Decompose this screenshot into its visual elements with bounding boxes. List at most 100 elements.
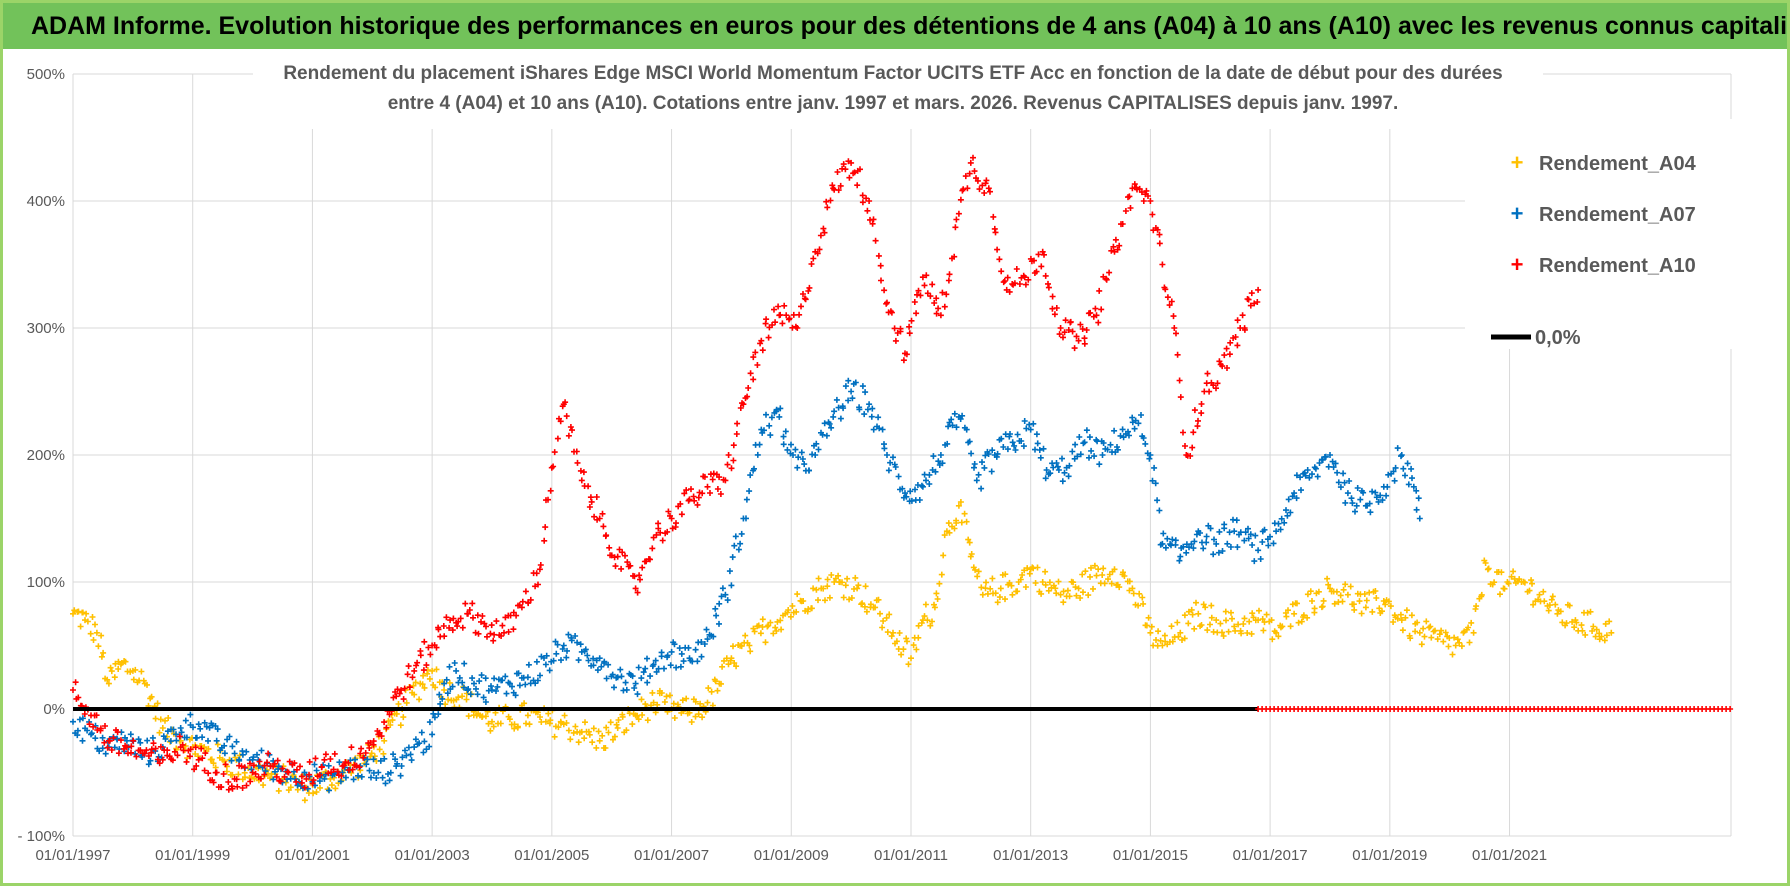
data-point bbox=[292, 775, 298, 782]
data-point bbox=[647, 673, 654, 680]
data-point bbox=[879, 624, 886, 631]
data-point bbox=[815, 575, 822, 582]
x-tick-label: 01/01/2007 bbox=[634, 847, 709, 864]
data-point bbox=[821, 229, 828, 236]
data-point bbox=[385, 718, 392, 725]
data-point bbox=[667, 662, 674, 669]
data-point bbox=[649, 689, 656, 696]
data-point bbox=[837, 415, 844, 422]
data-point bbox=[813, 440, 820, 447]
data-point bbox=[524, 712, 531, 719]
data-point bbox=[1428, 634, 1435, 641]
data-point bbox=[1327, 585, 1333, 592]
data-point bbox=[923, 272, 930, 279]
data-point bbox=[1056, 331, 1063, 338]
data-point bbox=[824, 204, 831, 211]
data-point bbox=[1169, 638, 1176, 645]
data-point bbox=[88, 730, 95, 737]
data-point bbox=[611, 554, 618, 561]
data-point bbox=[1331, 600, 1338, 607]
data-point bbox=[1342, 581, 1349, 588]
data-point bbox=[410, 682, 417, 689]
data-point bbox=[439, 695, 446, 702]
data-point bbox=[1596, 630, 1603, 637]
data-point bbox=[1186, 544, 1192, 551]
data-point bbox=[1301, 469, 1308, 476]
data-point bbox=[1279, 623, 1286, 630]
data-point bbox=[482, 699, 489, 705]
data-point bbox=[1114, 446, 1121, 453]
data-point bbox=[692, 713, 699, 720]
data-point bbox=[712, 605, 719, 612]
data-point bbox=[1412, 628, 1419, 635]
data-point bbox=[1465, 624, 1472, 631]
data-point bbox=[835, 187, 842, 194]
data-point bbox=[837, 182, 844, 189]
data-point bbox=[1333, 588, 1340, 595]
data-point bbox=[1160, 530, 1167, 537]
data-point bbox=[796, 311, 803, 318]
data-point bbox=[407, 751, 414, 758]
data-point bbox=[1289, 493, 1296, 500]
data-point bbox=[1334, 469, 1341, 476]
data-point bbox=[1373, 595, 1380, 601]
data-point bbox=[1189, 444, 1196, 451]
data-point bbox=[1140, 198, 1147, 204]
data-point bbox=[1219, 548, 1226, 554]
data-point bbox=[537, 714, 543, 720]
data-point bbox=[193, 762, 200, 769]
data-point bbox=[1060, 599, 1067, 606]
data-point bbox=[602, 745, 609, 751]
data-point bbox=[590, 662, 597, 669]
data-point bbox=[494, 683, 501, 690]
data-point bbox=[1456, 639, 1463, 646]
data-point bbox=[730, 442, 737, 449]
data-point bbox=[567, 424, 574, 430]
x-tick-label: 01/01/2017 bbox=[1233, 847, 1308, 864]
data-point bbox=[298, 779, 305, 786]
data-point bbox=[1356, 598, 1363, 605]
data-point bbox=[561, 712, 568, 719]
data-point bbox=[963, 426, 970, 433]
data-point bbox=[1382, 601, 1389, 608]
data-point bbox=[1540, 588, 1547, 595]
data-point bbox=[885, 467, 892, 474]
data-point bbox=[104, 744, 111, 751]
data-point bbox=[187, 753, 193, 760]
data-point bbox=[560, 642, 567, 649]
data-point bbox=[1019, 572, 1026, 578]
data-point bbox=[655, 520, 662, 527]
data-point bbox=[596, 737, 603, 744]
data-point bbox=[869, 220, 876, 227]
data-point bbox=[637, 576, 643, 583]
data-point bbox=[1159, 261, 1166, 268]
data-point bbox=[260, 782, 267, 789]
data-point bbox=[443, 614, 450, 621]
data-point bbox=[1170, 313, 1177, 320]
data-point bbox=[898, 651, 905, 658]
data-point bbox=[783, 312, 790, 319]
data-point bbox=[922, 601, 929, 608]
data-point bbox=[1549, 593, 1556, 600]
data-point bbox=[1232, 627, 1239, 634]
data-point bbox=[1066, 462, 1073, 469]
data-point bbox=[863, 608, 870, 615]
data-point bbox=[1275, 633, 1282, 640]
data-point bbox=[640, 669, 647, 676]
data-point bbox=[737, 405, 744, 411]
data-point bbox=[1074, 453, 1081, 460]
data-point bbox=[937, 312, 944, 319]
data-point bbox=[1140, 435, 1147, 441]
data-point bbox=[198, 745, 205, 752]
data-point bbox=[636, 572, 643, 579]
data-point bbox=[632, 680, 639, 687]
data-point bbox=[1138, 189, 1145, 196]
data-point bbox=[1183, 549, 1190, 556]
data-point bbox=[1148, 623, 1155, 630]
data-point bbox=[183, 758, 190, 765]
data-point bbox=[1372, 489, 1379, 496]
data-point bbox=[653, 668, 660, 675]
data-point bbox=[490, 637, 497, 644]
x-tick-label: 01/01/2013 bbox=[993, 847, 1068, 864]
data-point bbox=[888, 309, 895, 316]
